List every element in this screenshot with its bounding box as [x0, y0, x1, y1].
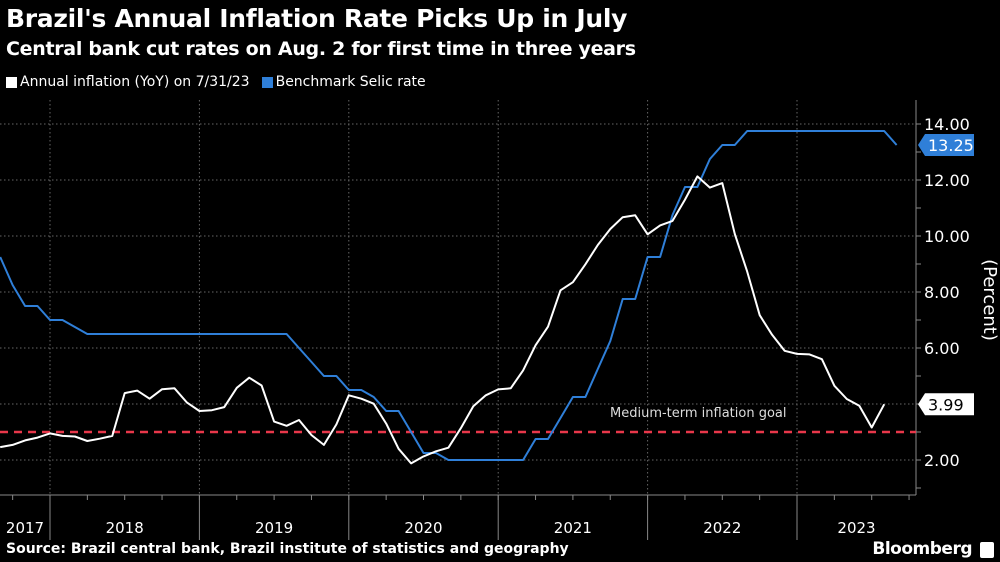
legend-swatch-inflation: [6, 76, 17, 88]
legend-swatch-selic: [261, 76, 273, 88]
legend-label-inflation: Annual inflation (YoY) on 7/31/23: [20, 74, 250, 90]
selic-last-value: 13.25: [928, 136, 974, 155]
bloomberg-terminal-icon: [980, 542, 994, 558]
y-tick-label: 6.00: [924, 339, 960, 358]
bloomberg-logo: Bloomberg: [872, 539, 972, 559]
x-tick-label: 2020: [404, 519, 442, 537]
y-tick-label: 10.00: [924, 227, 970, 246]
x-tick-label: 2018: [106, 519, 144, 537]
y-tick-label: 8.00: [924, 283, 960, 302]
chart-title: Brazil's Annual Inflation Rate Picks Up …: [6, 4, 628, 33]
inflation-last-value-badge: [918, 393, 974, 416]
x-tick-label: 2022: [703, 519, 741, 537]
y-axis-label: (Percent): [979, 259, 1000, 341]
inflation-goal-label: Medium-term inflation goal: [610, 406, 787, 421]
y-tick-label: 12.00: [924, 171, 970, 190]
y-tick-label: 14.00: [924, 115, 970, 134]
source-note: Source: Brazil central bank, Brazil inst…: [6, 541, 569, 557]
y-tick-label: 2.00: [924, 451, 960, 470]
legend-item-inflation: Annual inflation (YoY) on 7/31/23: [6, 74, 250, 90]
legend-item-selic: Benchmark Selic rate: [261, 74, 426, 90]
inflation-last-value: 3.99: [928, 395, 964, 414]
legend: Annual inflation (YoY) on 7/31/23 Benchm…: [6, 74, 426, 90]
x-tick-label: 2021: [554, 519, 592, 537]
x-tick-label: 2023: [837, 519, 875, 537]
inflation-series-line: [0, 175, 886, 465]
legend-label-selic: Benchmark Selic rate: [275, 74, 426, 90]
chart-subtitle: Central bank cut rates on Aug. 2 for fir…: [6, 38, 636, 60]
x-tick-label: 2017: [6, 519, 44, 537]
selic-last-value-badge: [918, 134, 974, 156]
x-tick-label: 2019: [255, 519, 293, 537]
